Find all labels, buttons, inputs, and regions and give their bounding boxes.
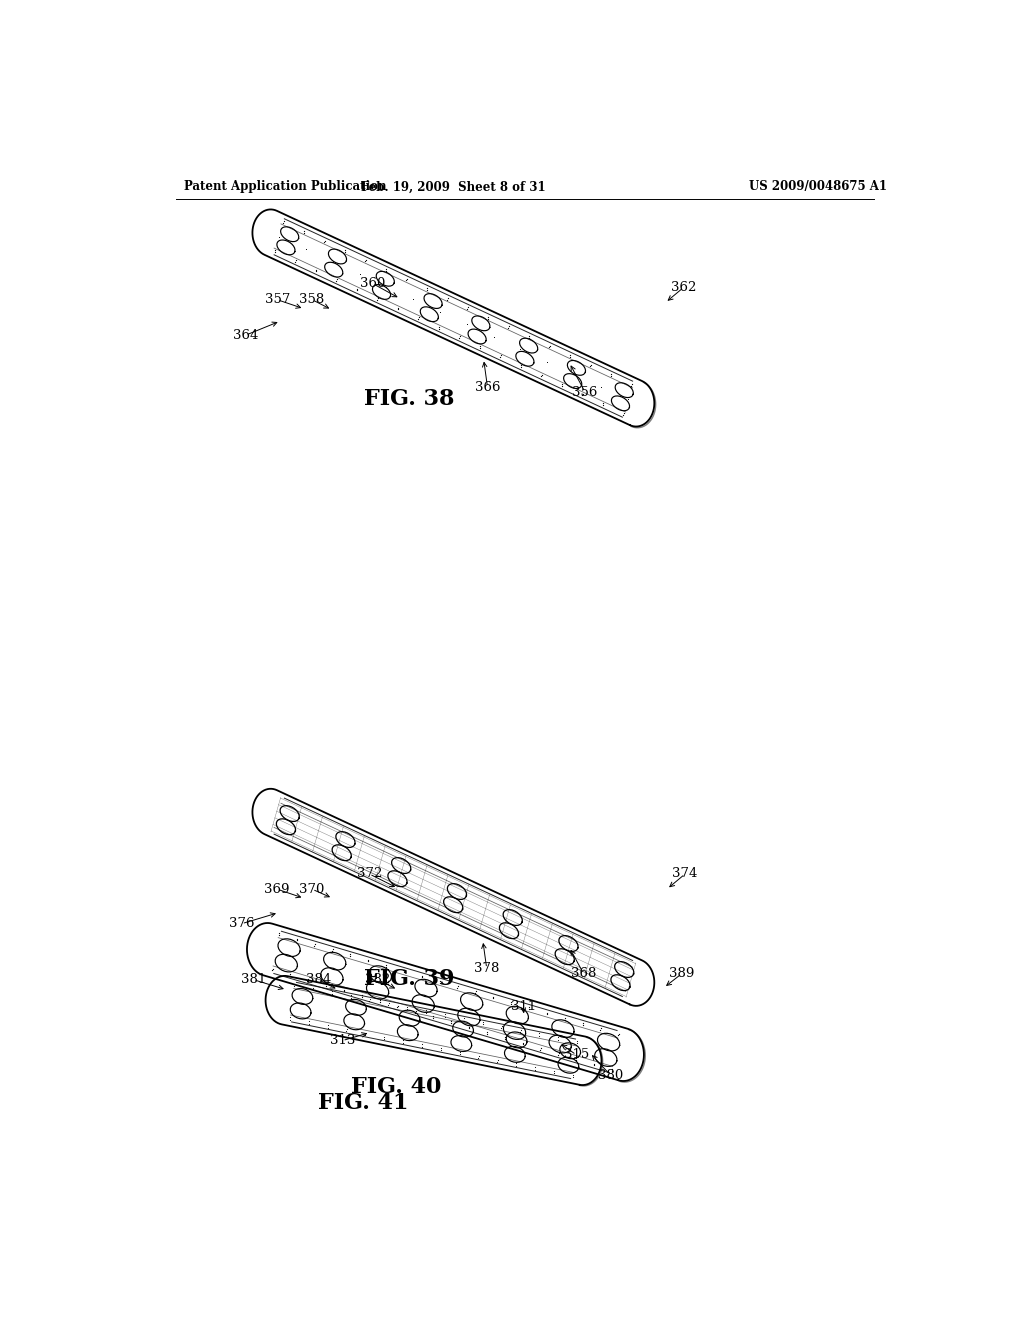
Text: 368: 368 [570, 968, 596, 979]
Text: 362: 362 [671, 281, 696, 294]
Text: FIG. 38: FIG. 38 [365, 388, 455, 411]
Text: FIG. 39: FIG. 39 [365, 968, 455, 990]
Text: 381: 381 [241, 973, 266, 986]
Text: 311: 311 [511, 999, 536, 1012]
Text: Feb. 19, 2009  Sheet 8 of 31: Feb. 19, 2009 Sheet 8 of 31 [361, 181, 546, 193]
Text: 358: 358 [299, 293, 325, 306]
Text: 378: 378 [474, 962, 500, 975]
Text: 313: 313 [330, 1034, 355, 1047]
Text: 376: 376 [228, 917, 254, 931]
Text: 364: 364 [232, 329, 258, 342]
Text: 369: 369 [264, 883, 290, 896]
Text: Patent Application Publication: Patent Application Publication [183, 181, 386, 193]
Text: US 2009/0048675 A1: US 2009/0048675 A1 [750, 181, 888, 193]
Text: 384: 384 [306, 973, 331, 986]
Text: 374: 374 [673, 867, 697, 880]
Text: 380: 380 [598, 1069, 624, 1081]
Text: 366: 366 [475, 380, 501, 393]
Text: 315: 315 [564, 1048, 589, 1061]
Text: 382: 382 [366, 973, 390, 986]
Text: 389: 389 [670, 968, 694, 979]
Text: 357: 357 [264, 293, 290, 306]
Text: FIG. 41: FIG. 41 [317, 1092, 409, 1114]
Text: 372: 372 [356, 867, 382, 880]
Text: 356: 356 [572, 385, 598, 399]
Text: 370: 370 [299, 883, 325, 896]
Text: 360: 360 [359, 277, 385, 290]
Text: FIG. 40: FIG. 40 [351, 1076, 441, 1098]
